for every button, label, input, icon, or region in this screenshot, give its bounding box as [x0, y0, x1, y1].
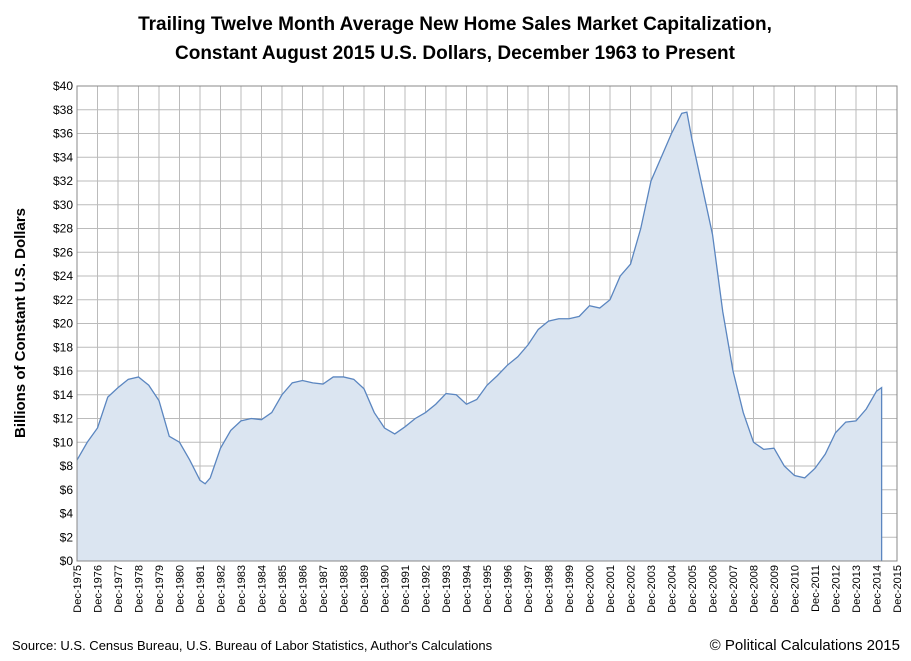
x-tick-label: Dec-1999	[564, 565, 576, 613]
x-tick-label: Dec-1982	[216, 565, 228, 613]
x-tick-label: Dec-2014	[872, 565, 884, 613]
x-tick-label: Dec-1992	[421, 565, 433, 613]
x-tick-label: Dec-2012	[831, 565, 843, 613]
y-tick-label: $14	[53, 388, 73, 402]
x-tick-label: Dec-1976	[93, 565, 105, 613]
y-tick-label: $22	[53, 293, 73, 307]
x-tick-label: Dec-1991	[400, 565, 412, 613]
y-tick-label: $2	[60, 530, 74, 544]
x-tick-label: Dec-2015	[892, 565, 904, 613]
x-tick-label: Dec-1996	[503, 565, 515, 613]
y-tick-label: $18	[53, 340, 73, 354]
x-tick-label: Dec-1984	[257, 565, 269, 613]
chart-title: Constant August 2015 U.S. Dollars, Decem…	[175, 43, 736, 64]
y-tick-label: $32	[53, 174, 73, 188]
x-tick-label: Dec-2005	[687, 565, 699, 613]
y-tick-label: $0	[60, 554, 74, 568]
y-tick-label: $30	[53, 198, 73, 212]
y-tick-label: $20	[53, 317, 73, 331]
y-tick-label: $26	[53, 245, 73, 259]
x-tick-label: Dec-2009	[769, 565, 781, 613]
x-tick-label: Dec-1979	[154, 565, 166, 613]
y-tick-label: $10	[53, 435, 73, 449]
x-tick-label: Dec-1981	[195, 565, 207, 613]
x-tick-label: Dec-2011	[810, 565, 822, 612]
x-tick-label: Dec-2001	[605, 565, 617, 613]
y-tick-label: $4	[60, 507, 74, 521]
y-tick-label: $28	[53, 222, 73, 236]
x-tick-label: Dec-1994	[462, 565, 474, 613]
x-tick-label: Dec-1986	[298, 565, 310, 613]
x-tick-label: Dec-2002	[626, 565, 638, 613]
plot-border	[76, 85, 898, 562]
y-tick-label: $40	[53, 79, 73, 93]
credit: © Political Calculations 2015	[710, 637, 900, 654]
area-line	[76, 111, 883, 561]
x-tick-label: Dec-2007	[728, 565, 740, 613]
y-tick-label: $8	[60, 459, 74, 473]
y-tick-label: $24	[53, 269, 73, 283]
x-tick-label: Dec-1989	[359, 565, 371, 613]
x-tick-label: Dec-1998	[544, 565, 556, 613]
x-tick-label: Dec-2006	[708, 565, 720, 613]
x-tick-label: Dec-2013	[851, 565, 863, 613]
x-tick-label: Dec-1987	[318, 565, 330, 613]
y-tick-label: $36	[53, 127, 73, 141]
x-tick-label: Dec-1988	[339, 565, 351, 613]
y-tick-label: $12	[53, 412, 73, 426]
x-tick-label: Dec-1997	[523, 565, 535, 613]
x-tick-label: Dec-1975	[72, 565, 84, 613]
x-tick-label: Dec-2008	[749, 565, 761, 613]
x-tick-label: Dec-1985	[277, 565, 289, 613]
x-tick-label: Dec-1993	[441, 565, 453, 613]
x-tick-label: Dec-2003	[646, 565, 658, 613]
x-tick-label: Dec-2000	[585, 565, 597, 613]
x-tick-label: Dec-1977	[113, 565, 125, 613]
x-tick-label: Dec-1990	[380, 565, 392, 613]
source-note: Source: U.S. Census Bureau, U.S. Bureau …	[12, 638, 493, 653]
area-fill	[77, 112, 882, 561]
x-tick-label: Dec-1983	[236, 565, 248, 613]
y-tick-label: $34	[53, 150, 73, 164]
x-tick-label: Dec-1978	[134, 565, 146, 613]
x-tick-label: Dec-1980	[175, 565, 187, 613]
x-tick-label: Dec-1995	[482, 565, 494, 613]
x-tick-label: Dec-2004	[667, 565, 679, 613]
y-tick-label: $16	[53, 364, 73, 378]
y-axis-label: Billions of Constant U.S. Dollars	[12, 208, 29, 438]
x-tick-label: Dec-2010	[790, 565, 802, 613]
y-tick-label: $6	[60, 483, 74, 497]
y-tick-label: $38	[53, 103, 73, 117]
chart-title: Trailing Twelve Month Average New Home S…	[138, 14, 772, 35]
